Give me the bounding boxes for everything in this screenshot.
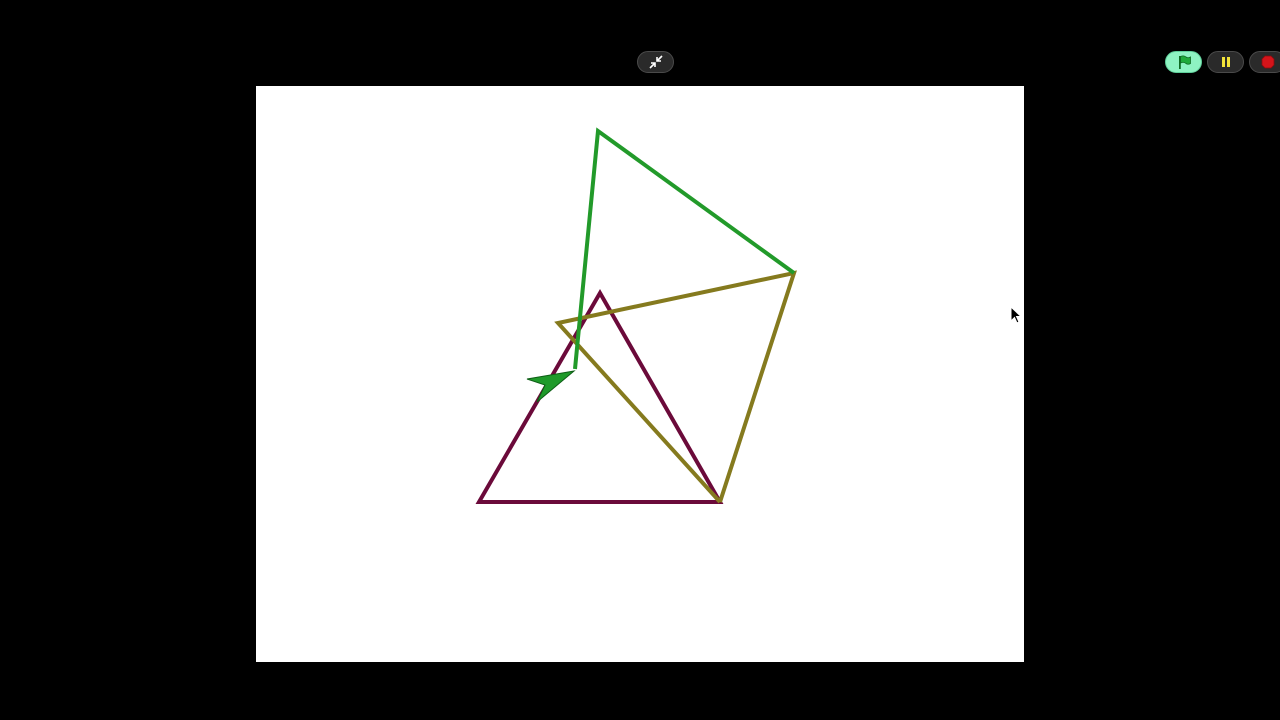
pen-olive-shape bbox=[554, 270, 797, 504]
pen-green-path bbox=[573, 127, 796, 370]
stage-drawing bbox=[475, 127, 797, 504]
stage[interactable] bbox=[256, 86, 1024, 662]
stop-icon bbox=[1261, 55, 1274, 69]
unfullscreen-icon bbox=[648, 55, 663, 69]
pause-icon bbox=[1221, 57, 1230, 67]
green-flag-icon bbox=[1178, 55, 1191, 69]
unfullscreen-button[interactable] bbox=[637, 51, 674, 73]
arrow-sprite[interactable] bbox=[526, 370, 576, 403]
pen-triangle bbox=[475, 288, 724, 504]
stop-button[interactable] bbox=[1249, 51, 1280, 73]
mouse-pointer-icon bbox=[1010, 306, 1023, 324]
green-flag-button[interactable] bbox=[1165, 51, 1202, 73]
pause-button[interactable] bbox=[1207, 51, 1244, 73]
